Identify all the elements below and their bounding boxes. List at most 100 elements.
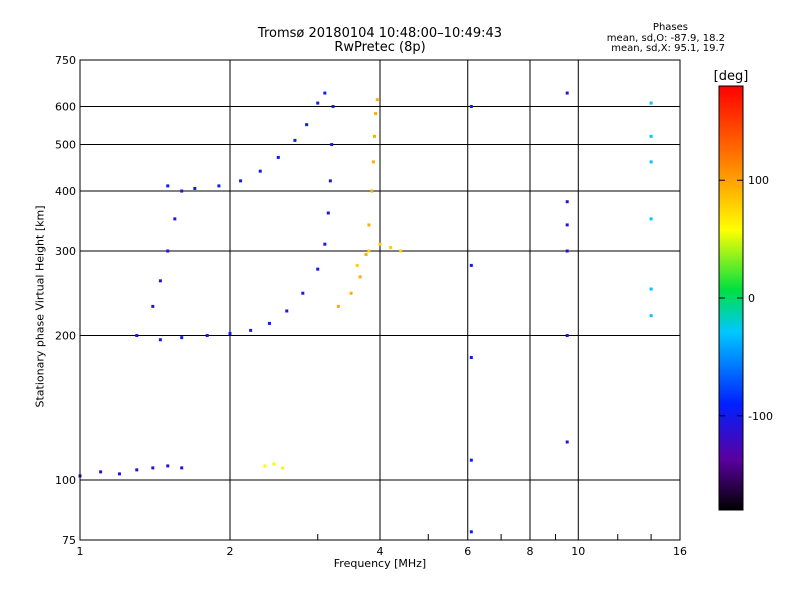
data-point <box>166 464 170 468</box>
data-point <box>305 123 309 127</box>
data-point <box>180 189 184 193</box>
data-point <box>166 249 170 253</box>
data-point <box>349 291 353 295</box>
data-point <box>99 470 103 474</box>
data-point <box>565 200 569 204</box>
data-point <box>326 211 330 215</box>
y-axis-ticks: 75 100 200 300 400 500 600 750 <box>55 54 76 547</box>
data-point <box>328 179 332 183</box>
data-point <box>649 287 653 291</box>
phase-stats-o: mean, sd,O: -87.9, 18.2 <box>606 33 725 44</box>
colorbar-ticks: 100 0 -100 <box>719 174 773 423</box>
data-point <box>323 91 327 95</box>
data-point <box>336 304 340 308</box>
data-point <box>193 186 197 190</box>
data-point <box>323 242 327 246</box>
y-tick-label: 100 <box>55 474 76 487</box>
phase-stats-x: mean, sd,X: 95.1, 19.7 <box>611 43 725 54</box>
data-point <box>217 184 221 188</box>
y-tick-label: 600 <box>55 101 76 114</box>
data-point <box>285 309 289 313</box>
data-point <box>469 355 473 359</box>
data-point <box>158 338 162 342</box>
data-point <box>649 314 653 318</box>
series-e-layer-echoes <box>78 464 184 478</box>
data-point <box>180 466 184 470</box>
data-point <box>370 189 374 193</box>
x-axis-ticks: 1 2 4 6 8 10 16 <box>77 534 687 558</box>
x-tick-label: 2 <box>227 545 234 558</box>
data-point <box>469 530 473 534</box>
phase-stats-heading: Phases <box>652 22 688 33</box>
x-tick-label: 6 <box>464 545 471 558</box>
y-tick-label: 750 <box>55 54 76 67</box>
data-point <box>649 217 653 221</box>
series-interference-6-1-mhz <box>469 105 473 534</box>
data-point <box>135 334 139 338</box>
data-point <box>293 138 297 142</box>
data-point <box>276 155 280 159</box>
data-point <box>565 440 569 444</box>
data-point <box>263 464 267 468</box>
colorbar-tick-label: -100 <box>748 410 773 423</box>
x-tick-label: 16 <box>673 545 687 558</box>
grid <box>79 59 681 541</box>
colorbar-tick-label: 100 <box>748 174 769 187</box>
data-point <box>117 472 121 476</box>
data-point <box>355 263 359 267</box>
data-point <box>330 143 334 147</box>
data-point <box>331 105 335 109</box>
data-point <box>173 217 177 221</box>
x-tick-label: 10 <box>571 545 585 558</box>
data-point <box>565 249 569 253</box>
y-tick-label: 75 <box>62 534 76 547</box>
data-point <box>205 334 209 338</box>
series-x-mode-spread <box>355 242 403 267</box>
y-tick-label: 200 <box>55 330 76 343</box>
data-point <box>374 112 378 116</box>
colorbar-tick-label: 0 <box>748 292 755 305</box>
data-point <box>151 466 155 470</box>
data-point <box>316 267 320 271</box>
data-point <box>358 275 362 279</box>
data-point <box>364 253 368 257</box>
data-point <box>301 291 305 295</box>
x-tick-label: 8 <box>527 545 534 558</box>
data-point <box>565 334 569 338</box>
data-point <box>258 169 262 173</box>
y-tick-label: 400 <box>55 185 76 198</box>
chart-title: Tromsø 20180104 10:48:00–10:49:43 <box>257 26 503 41</box>
data-point <box>371 160 375 164</box>
data-point <box>649 160 653 164</box>
data-point <box>375 98 379 102</box>
series-o-mode-trace-low- <box>135 105 335 342</box>
data-point <box>378 242 382 246</box>
data-point <box>565 223 569 227</box>
data-point <box>399 249 403 253</box>
data-point <box>180 336 184 340</box>
series-o-mode-early-rise <box>151 189 184 308</box>
data-point <box>158 279 162 283</box>
data-point <box>367 223 371 227</box>
data-point <box>469 458 473 462</box>
data-point <box>281 466 285 470</box>
data-point <box>316 101 320 105</box>
data-point <box>249 328 253 332</box>
data-point <box>239 179 243 183</box>
series-x-mode-trace <box>336 98 379 308</box>
chart-subtitle: RwPretec (8p) <box>334 40 426 55</box>
data-point <box>151 304 155 308</box>
data-point <box>272 462 276 466</box>
data-point <box>649 101 653 105</box>
data-point <box>135 468 139 472</box>
data-point <box>469 105 473 109</box>
series-interference-14-mhz <box>649 101 653 318</box>
data-point <box>469 263 473 267</box>
x-tick-label: 1 <box>77 545 84 558</box>
series-sporadic-2-4-mhz <box>263 462 285 470</box>
data-point <box>389 246 393 250</box>
data-point <box>228 331 232 335</box>
colorbar-unit-label: [deg] <box>713 69 749 84</box>
data-point <box>166 184 170 188</box>
